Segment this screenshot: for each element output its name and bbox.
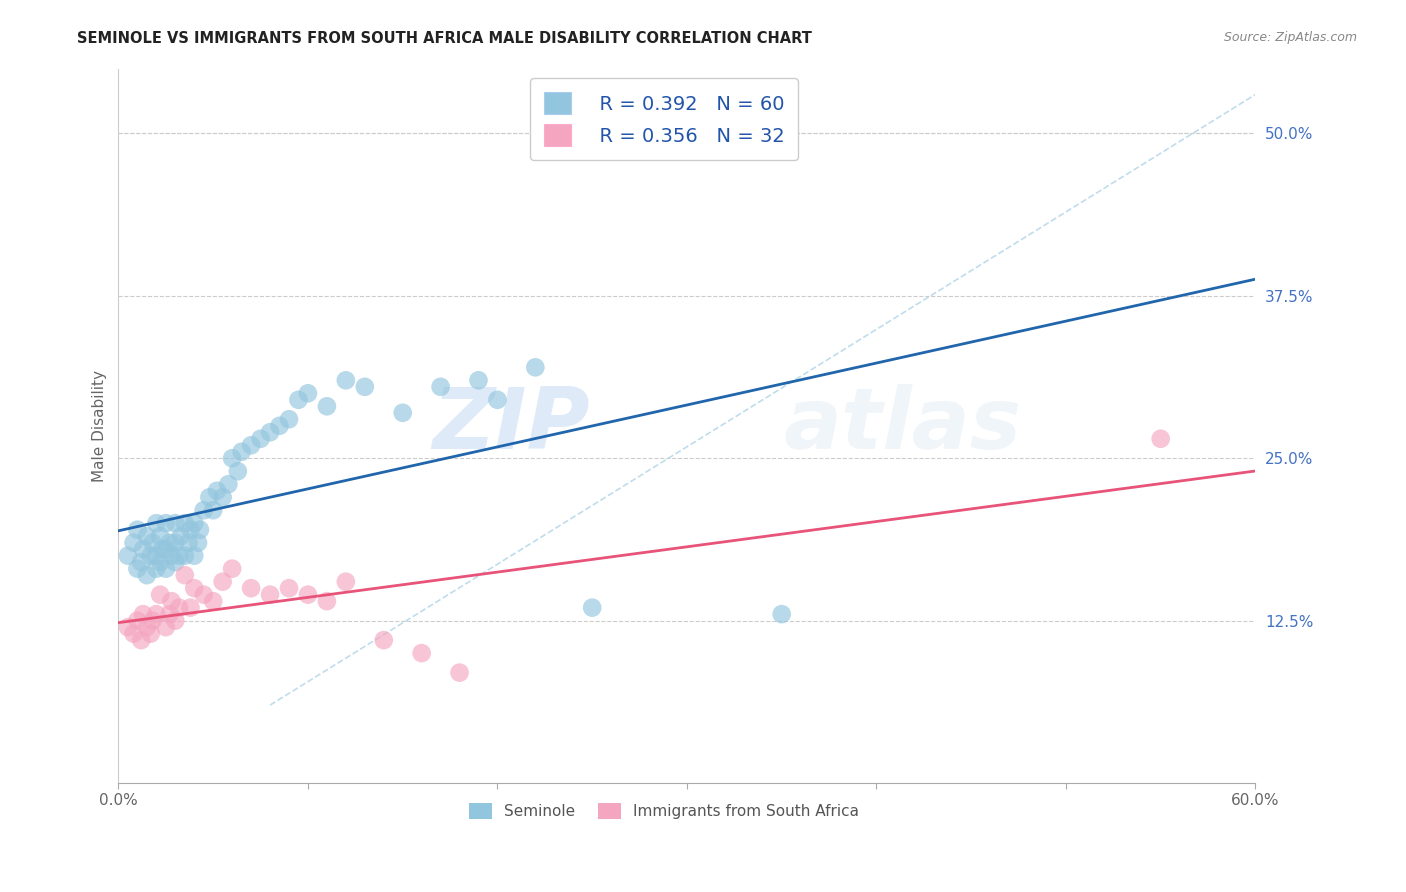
Point: [155, 542, 177, 557]
Point: [226, 464, 249, 478]
Point: [135, 568, 157, 582]
Point: [221, 562, 243, 576]
Point: [411, 646, 433, 660]
Point: [129, 555, 152, 569]
Point: [240, 581, 263, 595]
Point: [139, 549, 162, 563]
Point: [259, 425, 281, 440]
Point: [524, 360, 547, 375]
Point: [145, 562, 167, 576]
Point: [117, 620, 139, 634]
Point: [132, 607, 155, 622]
Point: [315, 594, 337, 608]
Point: [127, 562, 149, 576]
Point: [202, 594, 225, 608]
Point: [132, 542, 155, 557]
Point: [205, 483, 228, 498]
Point: [160, 594, 183, 608]
Point: [155, 516, 177, 531]
Point: [429, 380, 451, 394]
Point: [467, 373, 489, 387]
Point: [449, 665, 471, 680]
Text: SEMINOLE VS IMMIGRANTS FROM SOUTH AFRICA MALE DISABILITY CORRELATION CHART: SEMINOLE VS IMMIGRANTS FROM SOUTH AFRICA…: [77, 31, 813, 46]
Point: [373, 633, 395, 648]
Point: [183, 581, 205, 595]
Point: [149, 588, 172, 602]
Point: [159, 607, 181, 622]
Point: [179, 600, 201, 615]
Point: [183, 516, 205, 531]
Point: [142, 614, 165, 628]
Point: [188, 523, 211, 537]
Point: [122, 626, 145, 640]
Point: [155, 620, 177, 634]
Y-axis label: Male Disability: Male Disability: [93, 370, 107, 482]
Point: [259, 588, 281, 602]
Point: [1150, 432, 1173, 446]
Point: [211, 574, 233, 589]
Point: [165, 614, 187, 628]
Point: [167, 600, 190, 615]
Point: [193, 588, 215, 602]
Point: [187, 535, 209, 549]
Point: [278, 581, 301, 595]
Point: [770, 607, 793, 622]
Point: [149, 529, 172, 543]
Point: [353, 380, 375, 394]
Point: [122, 535, 145, 549]
Point: [165, 516, 187, 531]
Point: [135, 529, 157, 543]
Point: [150, 542, 173, 557]
Point: [173, 516, 195, 531]
Point: [193, 503, 215, 517]
Point: [165, 535, 187, 549]
Point: [179, 523, 201, 537]
Point: [217, 477, 239, 491]
Point: [145, 607, 167, 622]
Point: [165, 555, 187, 569]
Point: [297, 386, 319, 401]
Point: [145, 516, 167, 531]
Point: [240, 438, 263, 452]
Point: [335, 373, 357, 387]
Point: [135, 620, 157, 634]
Text: ZIP: ZIP: [433, 384, 591, 467]
Point: [198, 490, 221, 504]
Point: [202, 503, 225, 517]
Point: [127, 614, 149, 628]
Point: [297, 588, 319, 602]
Legend: Seminole, Immigrants from South Africa: Seminole, Immigrants from South Africa: [463, 797, 866, 825]
Point: [269, 418, 291, 433]
Point: [581, 600, 603, 615]
Point: [145, 549, 167, 563]
Text: atlas: atlas: [783, 384, 1022, 467]
Point: [159, 535, 181, 549]
Text: Source: ZipAtlas.com: Source: ZipAtlas.com: [1223, 31, 1357, 45]
Point: [139, 626, 162, 640]
Point: [335, 574, 357, 589]
Point: [231, 444, 253, 458]
Point: [173, 549, 195, 563]
Point: [167, 549, 190, 563]
Point: [129, 633, 152, 648]
Point: [142, 535, 165, 549]
Point: [287, 392, 309, 407]
Point: [149, 555, 172, 569]
Point: [127, 523, 149, 537]
Point: [183, 549, 205, 563]
Point: [117, 549, 139, 563]
Point: [177, 535, 200, 549]
Point: [160, 549, 183, 563]
Point: [173, 568, 195, 582]
Point: [155, 562, 177, 576]
Point: [211, 490, 233, 504]
Point: [486, 392, 509, 407]
Point: [391, 406, 413, 420]
Point: [278, 412, 301, 426]
Point: [170, 529, 193, 543]
Point: [315, 399, 337, 413]
Point: [249, 432, 271, 446]
Point: [221, 451, 243, 466]
